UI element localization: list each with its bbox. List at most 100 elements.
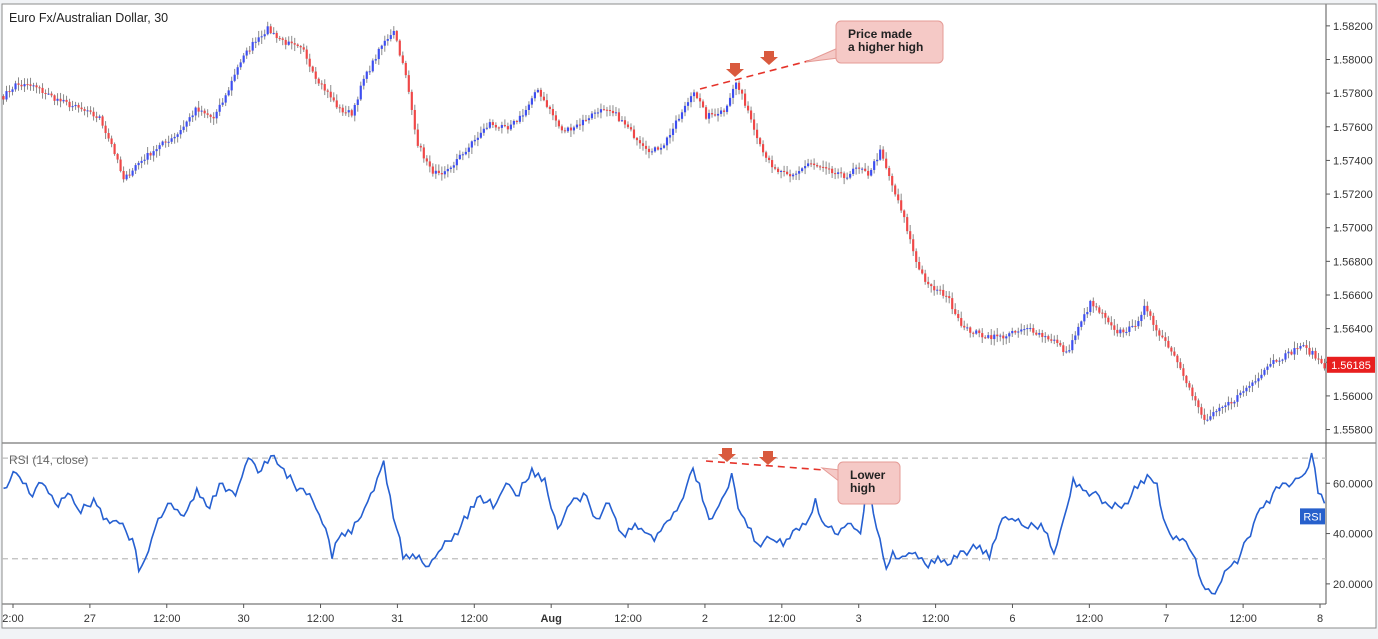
- last-price-badge: [1327, 356, 1375, 373]
- candle-body: [365, 71, 368, 79]
- candle-body: [278, 38, 281, 40]
- candle-body: [915, 251, 918, 262]
- candle-body: [449, 167, 452, 169]
- candle-body: [1137, 321, 1140, 327]
- candle-body: [849, 173, 852, 178]
- candle-body: [1068, 350, 1071, 352]
- price-higher-high-trendline: [699, 59, 813, 90]
- time-tick-label: 27: [84, 613, 96, 625]
- candle-body: [1023, 329, 1026, 331]
- callout-text-line: Lower: [850, 468, 886, 482]
- candle-body: [707, 113, 711, 119]
- candle-body: [903, 210, 906, 218]
- candle-body: [792, 174, 795, 177]
- candle-body: [440, 173, 443, 175]
- candle-body: [269, 26, 272, 34]
- candle-body: [374, 59, 377, 61]
- candle-body: [954, 309, 957, 314]
- candle-body: [353, 104, 356, 116]
- candle-body: [566, 127, 570, 132]
- candle-body: [1308, 347, 1311, 355]
- candle-body: [290, 41, 293, 44]
- candle-body: [909, 231, 912, 240]
- candle-body: [80, 107, 83, 110]
- candle-body: [266, 26, 269, 35]
- candle-body: [888, 168, 891, 177]
- time-tick-label: 2: [702, 613, 708, 625]
- rsi-lower-high-trendline: [705, 460, 825, 471]
- candle-body: [152, 151, 155, 156]
- candle-body: [864, 168, 867, 171]
- candle-body: [200, 110, 203, 112]
- candle-body: [428, 161, 431, 167]
- candle-body: [584, 119, 588, 121]
- rsi-tick-label: 40.0000: [1333, 529, 1373, 541]
- candle-body: [188, 117, 191, 122]
- candle-body: [1143, 305, 1146, 315]
- candle-body: [437, 170, 440, 174]
- candle-body: [386, 39, 389, 41]
- candle-body: [377, 48, 380, 60]
- candle-body: [1233, 401, 1236, 404]
- time-tick-label: 6: [1009, 613, 1015, 625]
- candle-body: [927, 281, 930, 285]
- candle-body: [1269, 364, 1272, 367]
- down-arrow-marker: [759, 451, 777, 465]
- candle-body: [605, 109, 609, 111]
- candle-body: [870, 169, 873, 176]
- candle-body: [1221, 406, 1224, 408]
- candle-body: [161, 141, 164, 146]
- candle-body: [212, 116, 215, 119]
- price-tick-label: 1.57400: [1333, 155, 1373, 167]
- candle-body: [233, 74, 236, 81]
- candle-body: [1026, 328, 1029, 330]
- candle-body: [1062, 345, 1065, 353]
- candle-body: [1299, 346, 1302, 349]
- candle-body: [1203, 414, 1206, 420]
- candle-body: [722, 110, 726, 112]
- candle-body: [1011, 330, 1014, 334]
- candle-body: [885, 158, 888, 169]
- candle-body: [1080, 321, 1083, 327]
- candle-body: [680, 112, 684, 119]
- candle-body: [473, 139, 476, 142]
- candle-body: [921, 269, 924, 274]
- candle-body: [671, 128, 675, 136]
- rsi-line: [3, 452, 1326, 595]
- candle-body: [1167, 340, 1170, 348]
- candle-body: [957, 313, 960, 319]
- candle-body: [728, 97, 732, 106]
- candle-body: [1278, 360, 1281, 362]
- candle-body: [533, 92, 536, 99]
- candle-body: [731, 88, 735, 98]
- candle-body: [632, 129, 636, 138]
- candle-body: [563, 130, 567, 132]
- candle-body: [47, 93, 50, 95]
- candle-body: [239, 62, 242, 68]
- candle-body: [488, 122, 491, 128]
- candle-body: [1320, 358, 1323, 364]
- rsi-badge: [1300, 508, 1325, 525]
- candle-body: [942, 289, 945, 296]
- rsi-badge-label: RSI: [1303, 511, 1321, 523]
- callout-box: [835, 20, 944, 64]
- candle-body: [1131, 325, 1134, 327]
- candle-body: [1287, 351, 1290, 354]
- candle-body: [981, 333, 984, 338]
- candle-body: [1182, 368, 1185, 376]
- candle-body: [840, 172, 843, 174]
- candle-body: [299, 46, 302, 48]
- candle-body: [416, 129, 419, 146]
- price-tick-label: 1.57200: [1333, 189, 1373, 201]
- price-axis-panel: [1326, 4, 1376, 604]
- candle-body: [419, 145, 422, 148]
- candle-body: [17, 83, 20, 85]
- candle-body: [530, 98, 533, 105]
- candle-body: [1209, 416, 1212, 420]
- candle-body: [578, 124, 582, 126]
- candle-body: [323, 84, 326, 91]
- candle-body: [780, 170, 783, 173]
- candle-body: [50, 93, 53, 96]
- candle-body: [993, 334, 996, 340]
